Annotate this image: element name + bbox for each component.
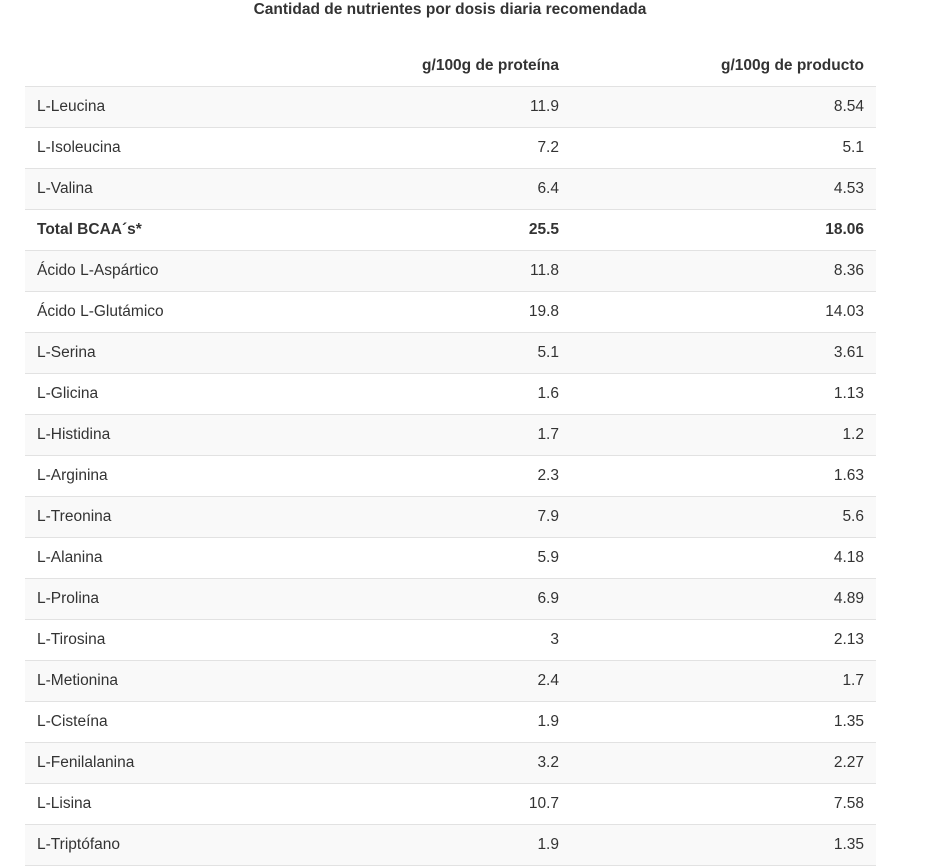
table-row: L-Isoleucina 7.2 5.1: [25, 127, 876, 169]
row-name: L-Serina: [25, 332, 308, 374]
row-name: Total BCAA´s*: [25, 209, 308, 251]
table-row: L-Tirosina 3 2.13: [25, 619, 876, 661]
row-name: L-Metionina: [25, 660, 308, 702]
row-product: 1.2: [571, 414, 876, 456]
table-body: L-Leucina 11.9 8.54 L-Isoleucina 7.2 5.1 L-Val…: [25, 86, 876, 866]
row-product: 2.13: [571, 619, 876, 661]
table-row: L-Glicina 1.6 1.13: [25, 373, 876, 415]
nutrient-table: g/100g de proteína g/100g de producto L-…: [25, 45, 876, 866]
table-row: L-Cisteína 1.9 1.35: [25, 701, 876, 743]
row-name: L-Valina: [25, 168, 308, 210]
table-row: L-Arginina 2.3 1.63: [25, 455, 876, 497]
row-protein: 7.2: [308, 127, 571, 169]
header-name: [25, 45, 308, 87]
row-name: L-Lisina: [25, 783, 308, 825]
row-product: 4.89: [571, 578, 876, 620]
row-product: 5.1: [571, 127, 876, 169]
row-protein: 1.9: [308, 824, 571, 866]
row-name: L-Tirosina: [25, 619, 308, 661]
row-name: L-Treonina: [25, 496, 308, 538]
row-product: 1.35: [571, 824, 876, 866]
row-protein: 6.9: [308, 578, 571, 620]
row-protein: 3.2: [308, 742, 571, 784]
row-protein: 25.5: [308, 209, 571, 251]
row-name: L-Leucina: [25, 86, 308, 128]
row-name: L-Triptófano: [25, 824, 308, 866]
table-row: L-Metionina 2.4 1.7: [25, 660, 876, 702]
row-protein: 1.9: [308, 701, 571, 743]
row-name: L-Fenilalanina: [25, 742, 308, 784]
row-product: 8.36: [571, 250, 876, 292]
table-row: Total BCAA´s* 25.5 18.06: [25, 209, 876, 251]
table-row: Ácido L-Glutámico 19.8 14.03: [25, 291, 876, 333]
row-name: L-Glicina: [25, 373, 308, 415]
row-product: 2.27: [571, 742, 876, 784]
row-name: L-Isoleucina: [25, 127, 308, 169]
row-protein: 11.9: [308, 86, 571, 128]
table-row: Ácido L-Aspártico 11.8 8.36: [25, 250, 876, 292]
table-row: L-Alanina 5.9 4.18: [25, 537, 876, 579]
table-row: L-Histidina 1.7 1.2: [25, 414, 876, 456]
row-protein: 1.6: [308, 373, 571, 415]
row-protein: 2.4: [308, 660, 571, 702]
row-protein: 1.7: [308, 414, 571, 456]
header-row: g/100g de proteína g/100g de producto: [25, 45, 876, 87]
row-name: Ácido L-Glutámico: [25, 291, 308, 333]
row-product: 14.03: [571, 291, 876, 333]
row-name: Ácido L-Aspártico: [25, 250, 308, 292]
table-row: L-Leucina 11.9 8.54: [25, 86, 876, 128]
table-row: L-Triptófano 1.9 1.35: [25, 824, 876, 866]
row-product: 7.58: [571, 783, 876, 825]
table-row: L-Serina 5.1 3.61: [25, 332, 876, 374]
row-protein: 3: [308, 619, 571, 661]
row-product: 3.61: [571, 332, 876, 374]
row-name: L-Alanina: [25, 537, 308, 579]
table-row: L-Fenilalanina 3.2 2.27: [25, 742, 876, 784]
row-product: 1.35: [571, 701, 876, 743]
row-protein: 5.9: [308, 537, 571, 579]
row-protein: 6.4: [308, 168, 571, 210]
table-title: Cantidad de nutrientes por dosis diaria …: [253, 1, 647, 18]
row-name: L-Cisteína: [25, 701, 308, 743]
header-protein: g/100g de proteína: [308, 45, 571, 87]
table-row: L-Lisina 10.7 7.58: [25, 783, 876, 825]
row-protein: 7.9: [308, 496, 571, 538]
row-protein: 19.8: [308, 291, 571, 333]
row-name: L-Prolina: [25, 578, 308, 620]
table-row: L-Valina 6.4 4.53: [25, 168, 876, 210]
row-protein: 2.3: [308, 455, 571, 497]
row-product: 1.7: [571, 660, 876, 702]
header-product: g/100g de producto: [571, 45, 876, 87]
row-product: 8.54: [571, 86, 876, 128]
row-product: 18.06: [571, 209, 876, 251]
row-product: 1.63: [571, 455, 876, 497]
row-protein: 5.1: [308, 332, 571, 374]
row-product: 5.6: [571, 496, 876, 538]
table-row: L-Prolina 6.9 4.89: [25, 578, 876, 620]
row-name: L-Arginina: [25, 455, 308, 497]
row-product: 1.13: [571, 373, 876, 415]
row-protein: 10.7: [308, 783, 571, 825]
row-protein: 11.8: [308, 250, 571, 292]
table-row: L-Treonina 7.9 5.6: [25, 496, 876, 538]
row-product: 4.18: [571, 537, 876, 579]
row-name: L-Histidina: [25, 414, 308, 456]
row-product: 4.53: [571, 168, 876, 210]
